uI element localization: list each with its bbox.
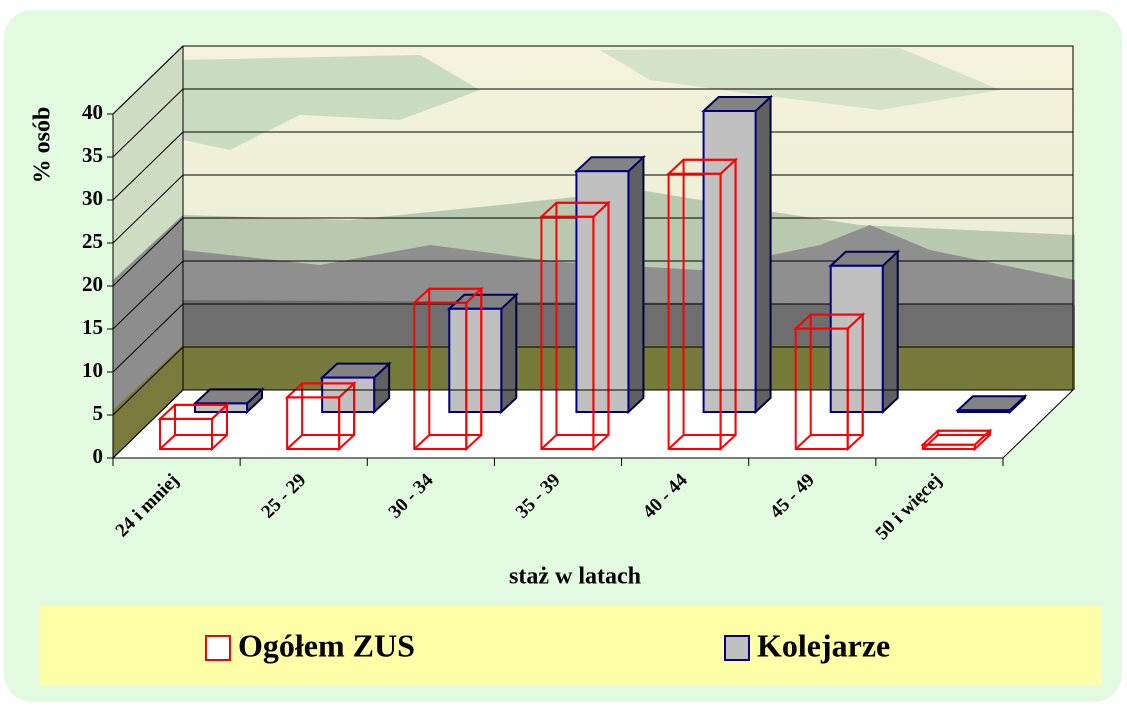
bar-edge <box>540 434 558 450</box>
legend-box <box>40 606 1102 686</box>
y-tick-label: 35 <box>82 143 103 167</box>
y-axis-title: % osób <box>30 107 56 184</box>
bar <box>286 396 341 450</box>
y-tick-label: 40 <box>82 100 103 124</box>
grid-line <box>112 88 184 158</box>
grid-line <box>112 174 184 244</box>
bar <box>702 110 757 413</box>
grid-line <box>112 346 184 416</box>
y-tick-label: 0 <box>93 444 104 468</box>
bar <box>575 170 630 413</box>
bar-edge <box>922 434 939 450</box>
bar-edge <box>159 434 176 450</box>
legend: Ogółem ZUS Kolejarze <box>205 627 890 663</box>
y-tick-label: 15 <box>82 315 103 339</box>
grid-line <box>112 217 184 287</box>
bar-edge <box>795 434 812 450</box>
y-tick-label: 20 <box>82 272 103 296</box>
bar <box>921 443 976 451</box>
bar <box>194 402 248 413</box>
bar <box>667 172 722 451</box>
grid-line <box>112 131 184 201</box>
y-tick-label: 25 <box>82 229 103 253</box>
bar <box>956 409 1011 413</box>
bar <box>159 417 213 450</box>
y-tick-label: 30 <box>82 186 103 210</box>
bar-edge <box>286 434 303 450</box>
bar <box>540 215 595 450</box>
bar <box>448 307 503 413</box>
legend-label: Kolejarze <box>757 627 890 663</box>
bar-edge <box>413 434 430 450</box>
grid-line <box>112 260 184 330</box>
bars <box>157 94 1028 452</box>
legend-swatch <box>205 635 231 661</box>
bar <box>829 264 884 413</box>
bar-side <box>881 249 899 415</box>
y-tick-label: 10 <box>82 358 103 382</box>
bar-side <box>754 94 772 415</box>
bar-edge <box>667 434 685 450</box>
bar-side <box>500 292 518 415</box>
legend-swatch <box>724 635 750 661</box>
legend-label: Ogółem ZUS <box>238 627 415 663</box>
bar-side <box>627 154 645 415</box>
grid-line <box>112 303 184 373</box>
bar <box>413 301 468 450</box>
y-tick-label: 5 <box>93 401 104 425</box>
x-axis-title: staż w latach <box>509 564 641 590</box>
bar <box>794 327 849 451</box>
